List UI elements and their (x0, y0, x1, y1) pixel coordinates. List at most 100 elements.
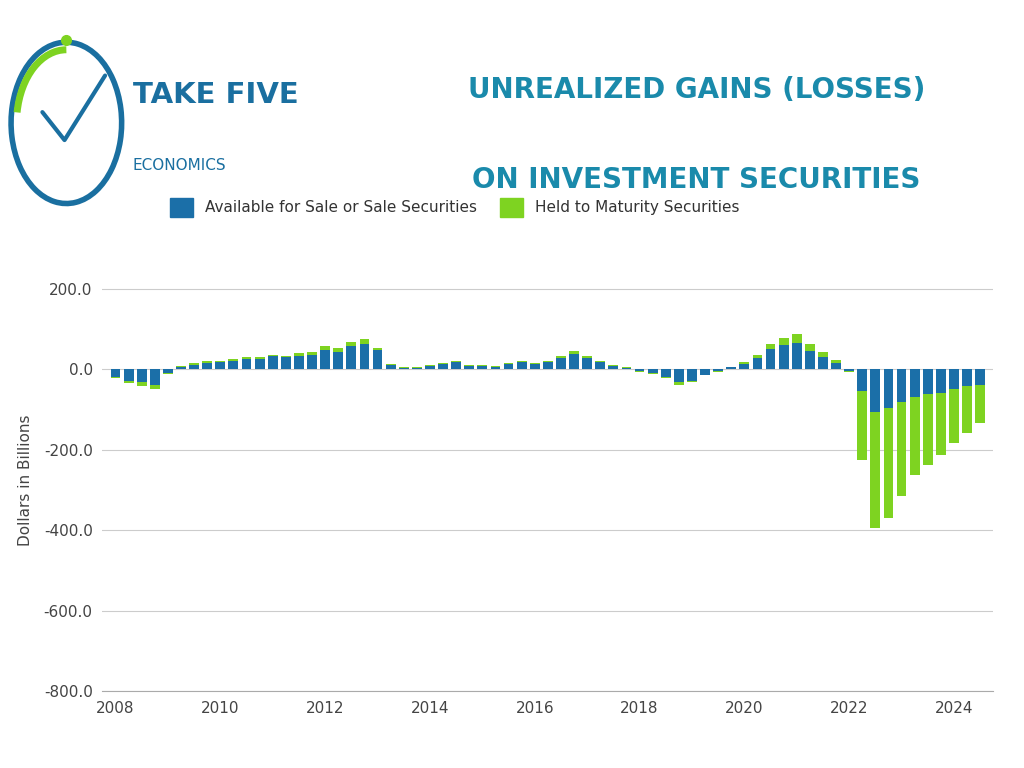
Bar (739, 362, 750, 364)
Bar (739, 364, 750, 369)
Bar (897, 402, 906, 496)
Bar (504, 362, 513, 364)
Bar (111, 369, 121, 376)
Bar (936, 392, 946, 455)
Bar (674, 369, 684, 382)
Bar (464, 366, 474, 369)
Bar (674, 382, 684, 385)
Bar (936, 369, 946, 392)
Bar (831, 360, 841, 363)
Bar (294, 353, 304, 356)
Bar (608, 366, 618, 369)
Bar (975, 369, 985, 385)
Bar (897, 369, 906, 402)
Bar (517, 361, 526, 362)
Bar (870, 412, 881, 528)
Bar (726, 366, 736, 367)
Bar (635, 371, 644, 372)
Legend: Available for Sale or Sale Securities, Held to Maturity Securities: Available for Sale or Sale Securities, H… (164, 192, 745, 223)
Bar (438, 364, 447, 369)
Bar (792, 334, 802, 343)
Bar (346, 343, 356, 346)
Bar (753, 358, 763, 369)
Bar (386, 364, 395, 365)
Bar (228, 360, 239, 369)
Bar (569, 354, 579, 369)
Bar (517, 362, 526, 369)
Bar (778, 346, 788, 369)
Bar (386, 365, 395, 369)
Bar (805, 351, 815, 369)
Bar (242, 359, 252, 369)
Text: ECONOMICS: ECONOMICS (133, 158, 226, 174)
Bar (608, 365, 618, 366)
Bar (137, 369, 146, 382)
Bar (281, 357, 291, 369)
Bar (923, 394, 933, 465)
Bar (963, 386, 972, 432)
Bar (687, 381, 697, 382)
Bar (412, 368, 422, 369)
Bar (766, 349, 775, 369)
Bar (281, 356, 291, 357)
Bar (203, 363, 212, 369)
Bar (373, 350, 382, 369)
Bar (452, 362, 461, 369)
Bar (949, 389, 958, 443)
Bar (373, 349, 382, 350)
Bar (490, 366, 501, 369)
Bar (714, 371, 723, 372)
Bar (333, 353, 343, 369)
Bar (529, 364, 540, 369)
Bar (359, 344, 370, 369)
Bar (228, 359, 239, 360)
Bar (307, 352, 317, 355)
Bar (622, 368, 632, 369)
Bar (753, 356, 763, 358)
Bar (700, 375, 710, 376)
Bar (464, 365, 474, 366)
Y-axis label: Dollars in Billions: Dollars in Billions (17, 414, 33, 546)
Bar (949, 369, 958, 389)
Bar (359, 339, 370, 344)
Bar (884, 408, 893, 518)
Bar (805, 344, 815, 351)
Bar (529, 363, 540, 364)
Bar (622, 367, 632, 368)
Bar (163, 372, 173, 374)
Bar (215, 361, 225, 362)
Bar (176, 367, 186, 369)
Bar (648, 369, 657, 373)
Text: ON INVESTMENT SECURITIES: ON INVESTMENT SECURITIES (472, 167, 921, 194)
Bar (792, 343, 802, 369)
Bar (909, 397, 920, 475)
Bar (556, 358, 566, 369)
Bar (150, 385, 160, 389)
Bar (255, 359, 264, 369)
Bar (412, 367, 422, 368)
Bar (504, 364, 513, 369)
Bar (255, 357, 264, 359)
Bar (726, 367, 736, 369)
Bar (660, 369, 671, 376)
Bar (543, 361, 553, 362)
Bar (818, 357, 827, 369)
Bar (583, 356, 592, 358)
Bar (569, 351, 579, 354)
Bar (333, 349, 343, 353)
Bar (583, 358, 592, 369)
Bar (203, 361, 212, 363)
Bar (150, 369, 160, 385)
Bar (321, 346, 330, 350)
Bar (870, 369, 881, 412)
Bar (884, 369, 893, 408)
Bar (398, 368, 409, 369)
Bar (766, 344, 775, 349)
Bar (425, 365, 435, 366)
Bar (452, 361, 461, 362)
Bar (137, 382, 146, 386)
Bar (176, 366, 186, 367)
Bar (778, 338, 788, 346)
Text: UNREALIZED GAINS (LOSSES): UNREALIZED GAINS (LOSSES) (468, 76, 925, 104)
Bar (189, 365, 199, 369)
